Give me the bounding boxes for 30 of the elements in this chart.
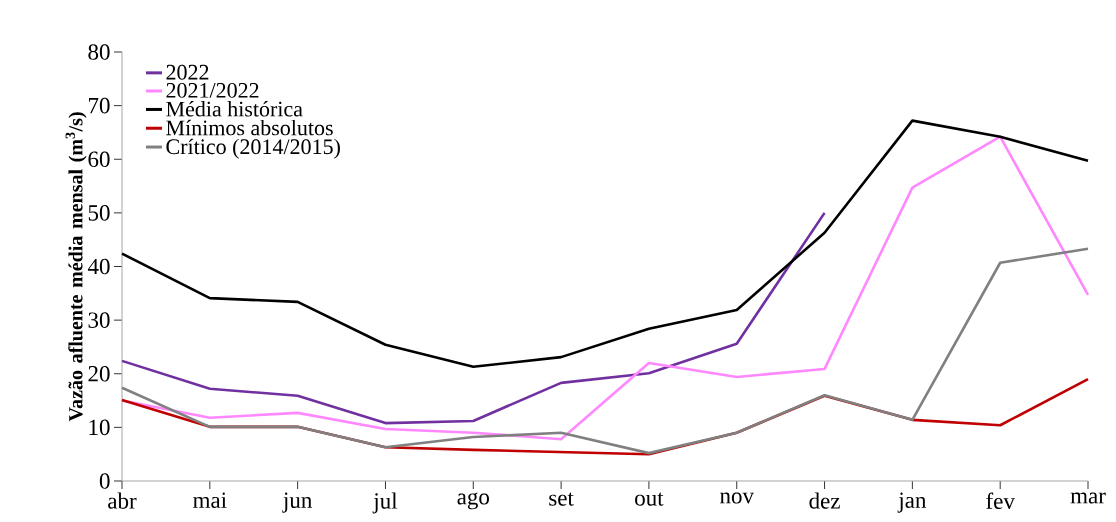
x-tick-label: ago [457,492,490,510]
line-series [120,211,826,425]
legend-label: Crítico (2014/2015) [166,138,340,159]
line-series [120,119,1090,369]
legend-label: 2021/2022 [166,82,259,98]
y-tick-label: 80 [88,44,110,60]
y-axis-title: Vazão afluente média mensal (m$^{3}$/s) [65,112,87,422]
y-tick-label: 20 [88,365,110,382]
line-series [120,247,1090,455]
x-tick-label: nov [720,492,754,504]
x-tick-label: fev [986,492,1015,509]
y-tick-label: 0 [99,473,110,489]
x-tick-label: jan [897,492,927,513]
x-tick-label: jul [372,492,398,514]
y-tick-label: 70 [88,97,110,114]
y-tick-label: 30 [88,312,110,328]
x-tick-label: mar [1070,492,1106,504]
x-tick-label: mai [193,492,227,508]
y-tick-label: 50 [88,205,110,221]
x-tick-label: out [635,492,664,506]
y-tick-label: 10 [89,419,110,436]
x-tick-label: set [549,492,574,506]
x-tick-label: abr [108,492,137,509]
legend-label: Média histórica [166,101,303,117]
legend-label: Mínimos absolutos [166,119,333,136]
legend-label: 2022 [166,64,209,80]
x-tick-label: dez [809,492,840,509]
y-tick-label: 40 [87,258,110,275]
y-tick-label: 60 [88,151,110,168]
x-tick-label: jun [282,492,312,513]
